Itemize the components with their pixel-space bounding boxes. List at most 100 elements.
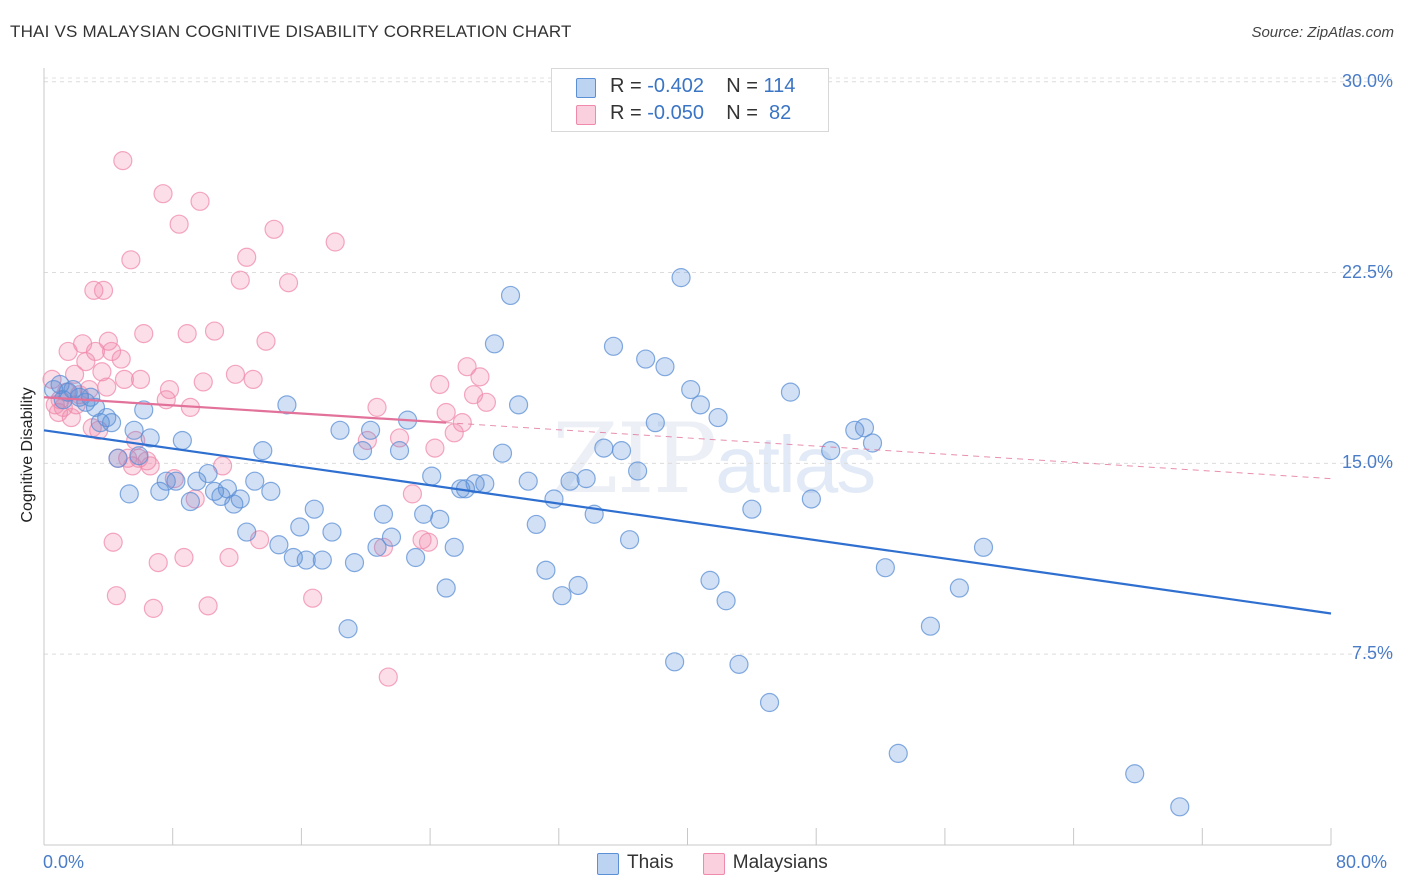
malaysians-point [264,219,284,239]
correlation-legend: R = -0.402 N = 114 R = -0.050 N = 82 [551,68,829,132]
thais-point [69,387,89,407]
malaysians-point [148,552,168,573]
malaysians-point [444,423,464,443]
malaysians-swatch-icon [702,853,725,875]
malaysians-trend-extension [446,422,1332,480]
thais-point [261,481,281,501]
thais-points [44,268,1190,817]
thais-point [681,379,701,400]
series-legend-malaysians: Malaysians [702,852,828,875]
malaysians-point [134,324,154,344]
thais-point [140,428,160,448]
malaysians-point [425,438,445,458]
source-label: Source: ZipAtlas.com [1251,24,1394,41]
thais-point [150,481,170,501]
thais-point [430,509,450,529]
malaysians-point [243,369,263,390]
thais-point [560,471,580,491]
malaysians-point [113,151,133,171]
malaysians-point [101,341,122,362]
thais-point [172,430,192,451]
malaysians-point [452,413,472,433]
thais-point [603,336,624,356]
thais-point [166,471,186,491]
malaysians-point [367,397,387,417]
thais-point [312,550,332,570]
legend-n-label: N = [726,75,764,97]
zipatlas-watermark: ZIPatlas [552,403,876,515]
legend-r-value-malaysians: -0.050 [647,102,704,124]
legend-n-value-thais: 114 [763,75,796,97]
legend-n-value-malaysians: 82 [763,102,792,124]
thais-point [759,692,780,713]
thais-point [436,578,456,598]
malaysians-point [76,351,96,372]
trend-lines [43,396,1332,615]
malaysians-point [436,402,456,423]
thais-point [134,400,154,420]
x-tick-label-left: 0.0% [43,852,85,872]
malaysians-point [230,270,250,290]
malaysians-point [303,588,323,608]
thais-point [290,517,310,537]
malaysians-point [373,537,394,557]
thais-point [50,374,70,395]
thais-point [665,652,685,672]
malaysians-point [237,247,257,267]
thais-point [568,575,588,596]
thais-point [360,420,381,440]
legend-swatch-thais [576,78,596,98]
thais-point [690,395,710,415]
thais-point [108,448,128,468]
thais-point [742,499,762,519]
malaysians-point [470,367,490,387]
malaysians-point [61,407,81,428]
thais-point [475,474,495,494]
thais-point [344,552,365,573]
thais-point [526,514,546,535]
malaysians-point [204,321,225,341]
legend-r-value-thais: -0.402 [647,75,704,97]
thais-point [508,395,529,415]
thais-point [518,471,538,491]
thais-trend-line [43,429,1332,615]
thais-point [381,527,402,547]
grid-lines [44,77,1392,655]
thais-point [253,441,273,461]
series-legend-malaysians-label: Malaysians [732,852,828,873]
thais-point [129,446,149,466]
thais-point [119,484,139,504]
thais-point [245,471,265,491]
series-legend-thais: Thais [597,852,673,875]
thais-point [422,466,442,486]
malaysians-point [457,357,477,377]
thais-point [90,413,110,433]
thais-point [230,489,250,509]
malaysians-point [169,214,189,234]
thais-point [862,433,883,453]
legend-r-label: R = [610,75,648,97]
thais-point [888,743,908,764]
thais-point [973,537,994,557]
thais-point [949,578,969,598]
thais-point [875,558,895,578]
thais-point [338,619,358,639]
malaysians-point [143,598,163,618]
malaysians-point [121,250,141,270]
thais-point [492,443,513,463]
malaysians-point [85,341,106,362]
thais-point [156,471,176,491]
malaysians-point [93,280,114,300]
thais-point [780,382,801,402]
thais-point [330,420,350,440]
thais-point [821,441,841,461]
malaysians-point [278,273,299,293]
thais-point [322,522,342,542]
thais-point [636,349,656,369]
thais-point [81,387,101,407]
thais-point [389,441,410,461]
malaysians-point [111,349,131,369]
thais-point [296,550,316,570]
series-legend: Thais Malaysians [597,852,852,875]
